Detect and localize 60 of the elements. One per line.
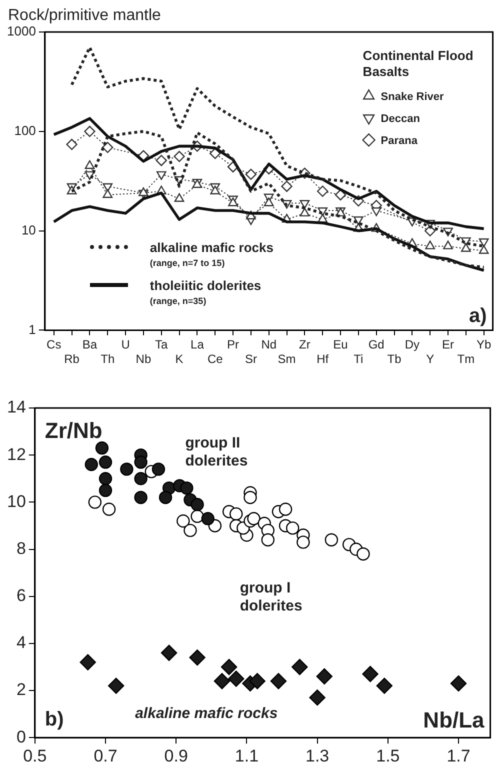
- x-tick-label: 1.1: [234, 746, 259, 766]
- y-tick-label: 0: [16, 727, 26, 746]
- y-tick-label: 1000: [7, 24, 36, 39]
- annotation: tholeiitic dolerites: [150, 278, 262, 294]
- legend-title: Continental Flood Basalts: [362, 48, 474, 79]
- annotation: a): [469, 305, 487, 328]
- x-tick-label: K: [175, 352, 184, 366]
- y-axis-title: Rock/primitive mantle: [8, 7, 162, 24]
- x-tick-label: Eu: [333, 338, 348, 352]
- x-axis-title: Nb/La: [423, 708, 486, 733]
- x-tick-label: Y: [426, 352, 434, 366]
- y-tick-label: 10: [21, 222, 36, 238]
- x-tick-label: Nd: [261, 338, 277, 352]
- legend-label: Snake River: [380, 91, 444, 103]
- x-tick-label: Ba: [82, 338, 98, 352]
- x-tick-label: La: [190, 338, 204, 352]
- y-tick-label: 100: [14, 122, 36, 138]
- y-tick-label: 12: [6, 444, 26, 464]
- x-tick-label: Pr: [227, 338, 240, 352]
- x-tick-label: Tb: [387, 352, 402, 366]
- y-tick-label: 2: [16, 680, 26, 700]
- x-tick-label: 0.9: [164, 746, 188, 766]
- annotation: group II dolerites: [185, 434, 248, 470]
- x-tick-label: Cs: [46, 338, 62, 352]
- x-tick-label: Dy: [404, 338, 420, 352]
- x-tick-label: Th: [100, 352, 115, 366]
- annotation: (range, n=35): [150, 296, 206, 306]
- x-tick-label: Ta: [155, 338, 168, 352]
- x-tick-label: Zr: [299, 338, 310, 352]
- y-tick-label: 8: [16, 538, 26, 558]
- x-tick-label: Ce: [207, 352, 224, 366]
- y-tick-label: 4: [16, 633, 26, 652]
- y-tick-label: 6: [16, 586, 26, 606]
- annotation: group I dolerites: [240, 580, 302, 615]
- x-tick-label: Tm: [457, 352, 475, 366]
- x-tick-label: Rb: [64, 352, 80, 366]
- y-axis-title: Zr/Nb: [44, 418, 102, 443]
- x-tick-label: Nb: [136, 352, 152, 366]
- x-tick-label: 1.7: [446, 746, 470, 766]
- x-tick-label: 1.5: [376, 746, 400, 766]
- x-tick-label: Sm: [278, 352, 296, 366]
- legend-label: Deccan: [380, 113, 420, 125]
- legend-label: Parana: [380, 135, 418, 147]
- annotation: alkaline mafic rocks: [150, 240, 274, 256]
- x-tick-label: 0.7: [94, 746, 118, 766]
- annotation: b): [44, 708, 64, 731]
- y-tick-label: 14: [6, 398, 26, 417]
- x-tick-label: Hf: [316, 352, 330, 366]
- x-tick-label: Sr: [244, 352, 257, 366]
- y-tick-label: 1: [28, 322, 36, 337]
- x-tick-label: Ti: [354, 352, 364, 366]
- x-tick-label: Yb: [476, 338, 492, 352]
- x-tick-label: 1.3: [306, 746, 330, 766]
- annotation: alkaline mafic rocks: [135, 704, 278, 722]
- x-tick-label: U: [121, 338, 130, 352]
- x-tick-label: 0.5: [23, 746, 47, 766]
- y-tick-label: 10: [6, 492, 26, 511]
- x-tick-label: Er: [442, 338, 454, 352]
- annotation: (range, n=7 to 15): [150, 258, 225, 268]
- x-tick-label: Gd: [368, 338, 384, 352]
